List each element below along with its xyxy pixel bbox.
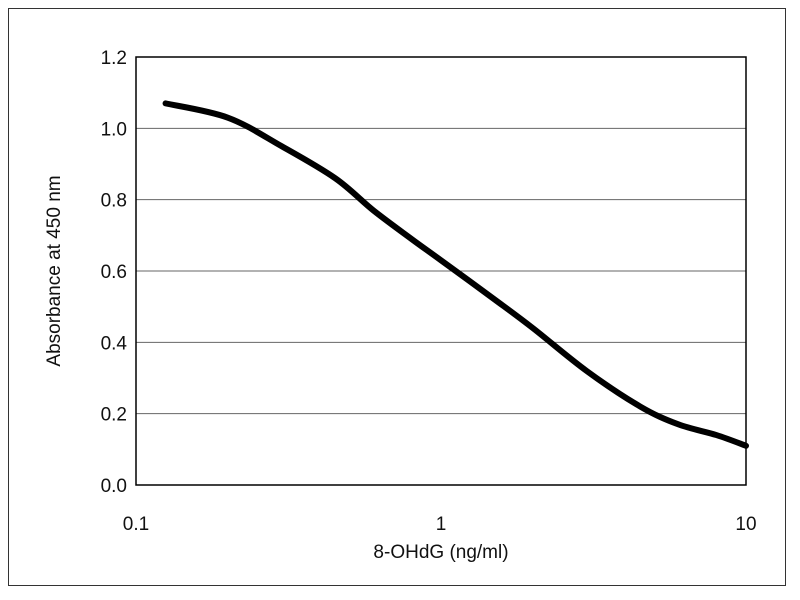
y-tick-label: 0.2 (101, 405, 127, 426)
gridlines (136, 127, 746, 415)
y-tick-label: 1.2 (101, 48, 127, 69)
series-group (162, 100, 749, 449)
y-tick-label: 0.6 (101, 262, 127, 283)
y-axis-ticks: 0.0 0.2 0.4 0.6 0.8 1.0 1.2 (101, 48, 128, 497)
y-tick-label: 0.0 (101, 476, 127, 497)
x-tick-label: 0.1 (123, 514, 149, 535)
y-tick-label: 0.4 (101, 333, 128, 354)
y-tick-label: 0.8 (101, 191, 127, 212)
x-tick-label: 10 (735, 514, 756, 535)
plot-area (135, 56, 747, 486)
chart-frame (8, 8, 786, 586)
y-axis-title: Absorbance at 450 nm (44, 175, 65, 366)
y-tick-label: 1.0 (101, 119, 127, 140)
x-tick-label: 1 (436, 514, 447, 535)
x-axis-ticks: 0.1 1 10 (123, 514, 757, 535)
series-line-0 (162, 100, 749, 449)
x-axis-title: 8-OHdG (ng/ml) (373, 542, 508, 563)
